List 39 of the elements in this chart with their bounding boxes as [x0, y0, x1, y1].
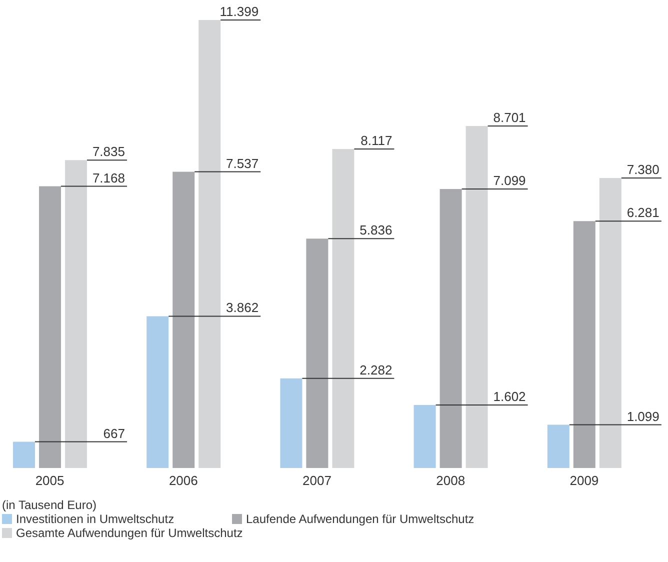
data-label: 5.836 [360, 222, 392, 238]
bar [198, 20, 221, 468]
bar [65, 160, 87, 468]
bar [39, 186, 61, 468]
data-label: 8.117 [360, 132, 392, 148]
bar [280, 378, 302, 468]
bar [414, 405, 436, 468]
data-label: 11.399 [220, 4, 259, 19]
x-tick-label: 2009 [570, 473, 599, 488]
legend-label: Investitionen in Umweltschutz [16, 512, 174, 526]
data-label: 1.099 [626, 408, 660, 424]
text: (in Tausend Euro) [2, 498, 98, 512]
bar [573, 221, 596, 468]
data-label: 6.281 [626, 205, 660, 220]
bar [146, 316, 169, 468]
legend-label: Gesamte Aufwendungen für Umweltschutz [16, 526, 243, 540]
bar [172, 172, 195, 468]
bar [547, 424, 570, 468]
data-label: 7.380 [626, 162, 660, 177]
bar [332, 148, 354, 468]
bar [13, 442, 35, 468]
data-label: 7.835 [92, 144, 125, 160]
x-tick-label: 2005 [35, 473, 64, 488]
x-tick-label: 2006 [168, 473, 198, 488]
data-label: 7.168 [92, 170, 125, 186]
x-tick-label: 2007 [302, 473, 332, 488]
data-label: 1.602 [493, 389, 526, 404]
data-label: 2.282 [360, 362, 392, 378]
data-label: 667 [103, 426, 125, 441]
bar [306, 238, 328, 468]
bar [599, 178, 622, 468]
legend-label: Laufende Aufwendungen für Umweltschutz [246, 512, 474, 526]
data-label: 7.537 [226, 156, 259, 171]
bar [440, 188, 462, 468]
data-label: 8.701 [493, 110, 526, 126]
data-label: 3.862 [226, 300, 259, 316]
bar [466, 126, 488, 468]
data-label: 7.099 [493, 172, 526, 188]
x-tick-label: 2008 [436, 473, 466, 488]
